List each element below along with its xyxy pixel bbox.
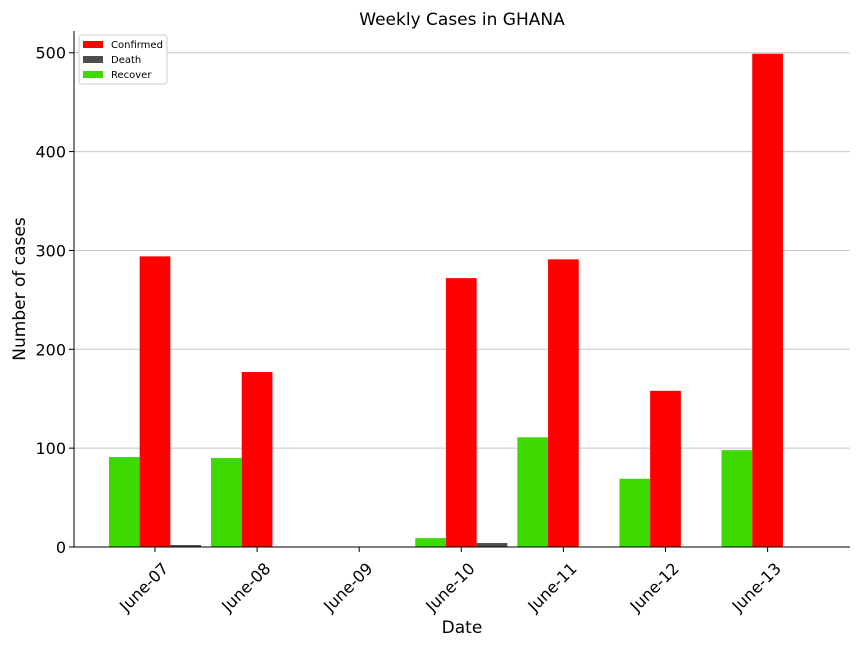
y-tick-label: 500 [35, 44, 66, 63]
bars [108, 53, 783, 548]
y-tick-label: 200 [35, 340, 66, 359]
bar-confirmed [139, 256, 171, 547]
bar-recover [721, 450, 753, 547]
bar-confirmed [650, 390, 681, 547]
legend-swatch-death [83, 56, 103, 63]
legend: Confirmed Death Recover [78, 34, 168, 85]
bar-confirmed [548, 259, 579, 547]
chart-title: Weekly Cases in GHANA [359, 10, 565, 30]
bar-recover [108, 457, 140, 547]
bar-confirmed [241, 372, 273, 547]
bar-recover [619, 478, 651, 547]
bar-confirmed [752, 53, 783, 548]
y-tick-label: 300 [35, 241, 66, 260]
bar-recover [211, 458, 242, 547]
y-axis-title: Number of cases [10, 217, 30, 361]
y-ticks: 0 100 200 300 400 500 [35, 44, 74, 557]
y-tick-label: 100 [35, 439, 66, 458]
bar-recover [517, 437, 549, 547]
y-tick-label: 400 [35, 143, 66, 162]
legend-label-recover: Recover [111, 70, 152, 81]
bar-recover [415, 538, 446, 547]
bar-death [476, 543, 508, 547]
legend-label-death: Death [111, 55, 141, 66]
bar-confirmed [445, 278, 477, 547]
legend-swatch-confirmed [83, 41, 103, 48]
bar-death [170, 545, 202, 547]
y-tick-label: 0 [56, 538, 66, 557]
x-axis-title: Date [442, 618, 483, 638]
legend-label-confirmed: Confirmed [111, 40, 163, 51]
legend-swatch-recover [83, 71, 103, 78]
gridlines [74, 52, 850, 449]
